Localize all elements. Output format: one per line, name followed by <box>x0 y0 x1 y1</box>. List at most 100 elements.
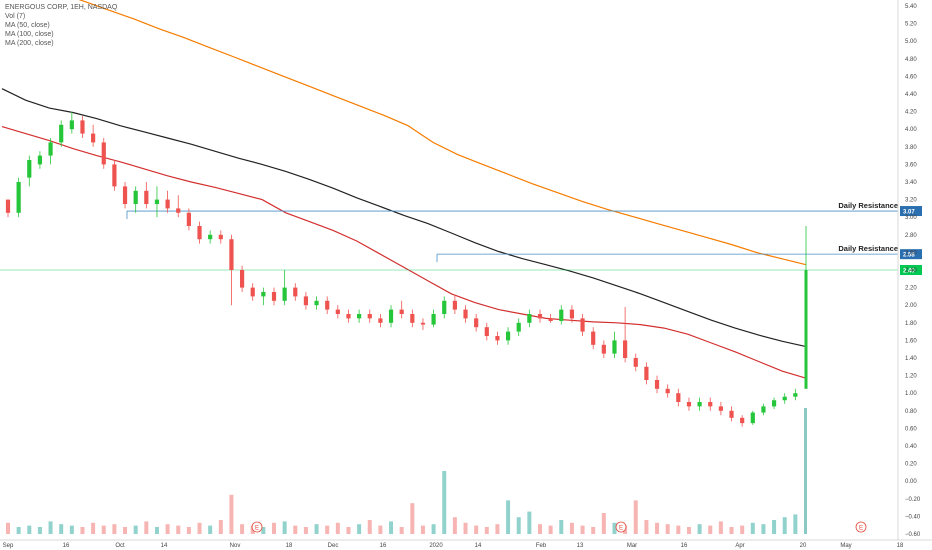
candle-body <box>718 406 723 411</box>
volume-bar <box>112 524 117 534</box>
volume-bar <box>80 527 85 534</box>
volume-bar <box>793 514 798 534</box>
x-tick-label: 18 <box>286 543 293 549</box>
volume-bar <box>665 524 670 534</box>
volume-bar <box>750 522 755 534</box>
candle-body <box>186 212 191 226</box>
candle-body <box>537 314 543 319</box>
volume-bar <box>176 525 181 534</box>
volume-bar <box>69 525 74 534</box>
x-tick-label: Oct <box>115 543 125 549</box>
candle-body <box>601 344 606 354</box>
volume-bar <box>601 513 606 534</box>
volume-bar <box>463 522 468 534</box>
candle-body <box>378 318 383 323</box>
volume-bar <box>144 521 149 534</box>
volume-bar <box>718 521 723 534</box>
volume-bar <box>569 522 574 534</box>
ma-line-100 <box>1 88 807 348</box>
candle-body <box>686 402 692 407</box>
volume-bar <box>59 524 64 534</box>
candle-body <box>176 208 181 213</box>
candle-body <box>154 199 160 204</box>
current-price-tag <box>900 265 922 275</box>
candle-body <box>112 164 117 187</box>
volume-bar <box>591 527 596 534</box>
moving-averages <box>1 0 807 379</box>
candle-body <box>569 309 575 319</box>
resistance-tag <box>900 206 922 217</box>
y-tick-label: 1.20 <box>905 374 917 380</box>
y-tick-label: 1.00 <box>905 391 917 397</box>
volume-bar <box>644 520 649 534</box>
x-tick-label: 18 <box>897 543 904 549</box>
volume-bar <box>420 525 425 534</box>
candle-body <box>740 417 745 424</box>
volume-bar <box>133 525 138 534</box>
candle-body <box>484 327 489 336</box>
volume-bar <box>197 522 202 534</box>
resistance-tag-label: 3.07 <box>903 210 915 216</box>
y-tick-label: 4.40 <box>905 92 917 98</box>
time-axis[interactable]: Sep 16 Oct 14 Nov 18 Dec 16 2020 14 Feb 13 Mar 16 Apr 2… <box>3 543 904 549</box>
volume-bar <box>633 500 638 534</box>
volume-bar <box>293 525 298 534</box>
volume-bar <box>91 522 96 534</box>
candle-body <box>654 380 660 389</box>
candle-body <box>250 287 255 297</box>
candle-body <box>623 340 628 358</box>
candle-body <box>133 190 138 204</box>
chart-legend: ENERGOUS CORP, 1ЕН, NASDAQ Vol (7) MA (5… <box>5 3 117 48</box>
candle-body <box>697 402 702 407</box>
volume-bar <box>123 527 128 534</box>
volume-bar <box>357 524 362 534</box>
y-tick-label: −0.20 <box>905 497 921 503</box>
price-axis[interactable]: 5.40 5.20 5.00 4.80 4.60 4.40 4.20 4.00 3.80 3.60… <box>905 4 921 538</box>
candle-body <box>27 160 32 178</box>
y-tick-label: −0.40 <box>905 514 921 520</box>
x-tick-label: 16 <box>380 543 387 549</box>
volume-bar <box>325 525 330 534</box>
candle-body <box>197 226 202 240</box>
volume-bar <box>240 524 245 534</box>
volume-bar <box>495 524 500 534</box>
candle-body <box>442 300 447 314</box>
volume-bar <box>452 517 457 534</box>
x-tick-label: 20 <box>800 543 807 549</box>
volume-bar <box>27 525 32 534</box>
volume-bar <box>761 524 766 534</box>
y-tick-label: 0.40 <box>905 444 917 450</box>
volume-bar <box>676 525 681 534</box>
volume-bar <box>559 520 564 534</box>
candle-body <box>612 340 617 354</box>
candle-body <box>367 314 372 319</box>
x-tick-label: Feb <box>536 543 547 549</box>
candle-body <box>388 309 394 323</box>
volume-bar <box>186 527 191 534</box>
y-tick-label: 2.60 <box>905 250 917 256</box>
x-tick-label: 14 <box>475 543 482 549</box>
candle-body <box>676 393 681 402</box>
volume-bar <box>516 517 521 534</box>
volume-bar <box>686 527 691 534</box>
candle-body <box>452 300 457 310</box>
volume-bar <box>484 527 489 534</box>
candle-body <box>314 300 319 306</box>
candle-body <box>527 314 532 323</box>
y-tick-label: 3.00 <box>905 215 917 221</box>
earnings-marker-label: E <box>619 526 623 532</box>
y-tick-label: 4.80 <box>905 57 917 63</box>
candle-body <box>750 412 755 424</box>
candle-body <box>782 396 787 401</box>
candle-body <box>239 270 245 288</box>
volume-bar <box>772 520 777 534</box>
y-tick-label: 1.80 <box>905 321 917 327</box>
y-tick-label: 3.60 <box>905 162 917 168</box>
legend-ma100: MA (100, close) <box>5 31 54 38</box>
y-tick-label: 2.80 <box>905 233 917 239</box>
candle-body <box>708 402 713 407</box>
volume-bar <box>367 520 372 534</box>
candle-body <box>346 314 351 319</box>
